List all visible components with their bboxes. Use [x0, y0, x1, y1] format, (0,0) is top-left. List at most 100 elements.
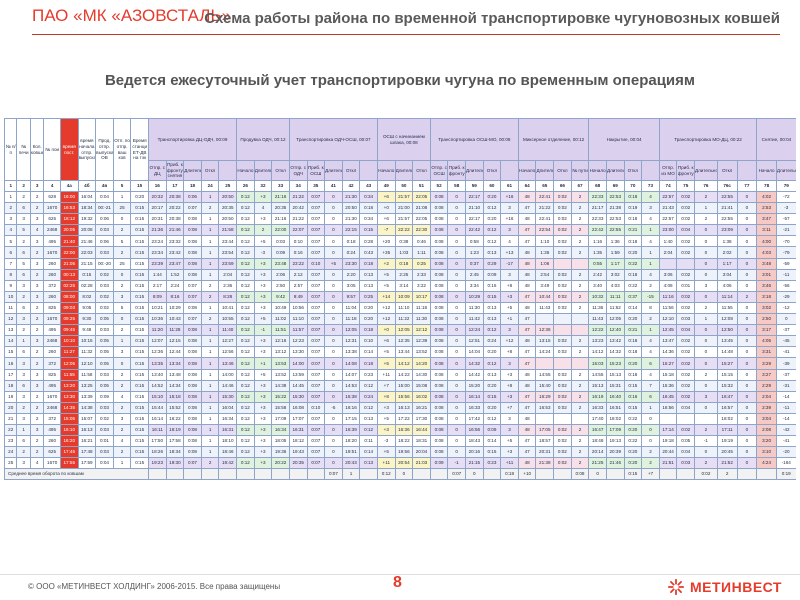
table-cell: 0	[736, 435, 758, 448]
table-cell: 15:56	[394, 390, 414, 403]
table-cell: 2	[570, 202, 590, 215]
table-cell: 0:23	[482, 457, 502, 470]
table-cell: 0:12	[359, 379, 378, 392]
table-cell: 20:31	[148, 213, 167, 226]
table-cell	[535, 357, 555, 370]
table-cell: 15:27	[716, 357, 738, 370]
table-cell: 0:02	[553, 202, 572, 215]
table-cell: 20:44	[658, 446, 678, 459]
table-cell: 0:15	[130, 423, 149, 437]
table-row: 3 3 3 625 18:12 19:32 0:06 0 0:15 20:31 20:38 0:08 1…	[4, 213, 796, 226]
table-cell: 0:08	[429, 301, 449, 315]
column-number: 4б	[77, 180, 97, 192]
table-cell: 0:02	[95, 412, 114, 425]
table-cell: 0:12	[236, 268, 255, 281]
table-cell: 0:02	[676, 423, 696, 437]
table-cell: 0:08	[429, 379, 449, 392]
table-cell: 0:07	[306, 423, 326, 437]
table-cell: 1	[200, 379, 220, 392]
table-cell: 13	[4, 324, 18, 337]
table-cell: 11:30	[465, 301, 484, 315]
table-cell: 0:08	[183, 435, 202, 448]
table-cell: 1:38	[716, 235, 738, 248]
table-cell	[570, 412, 590, 425]
table-cell: 22:07	[288, 224, 308, 237]
table-cell: 0:02	[553, 279, 572, 292]
table-cell: +3	[253, 213, 273, 226]
table-cell: 10:09	[394, 290, 414, 303]
table-row: 2 6 2 1670 16:53 18:34 00:-21 25 0:15 20:17 20:22 0…	[4, 202, 796, 215]
table-cell: 21:22	[288, 190, 308, 204]
table-cell: 13:53	[271, 357, 290, 370]
table-cell: 0:07	[306, 357, 326, 370]
table-cell: 0:15	[130, 335, 149, 348]
table-cell: 2	[570, 335, 590, 348]
table-cell: 16:31	[218, 423, 238, 437]
table-cell: 0	[447, 368, 467, 381]
table-cell: 15:40	[535, 379, 555, 392]
table-cell: 12:51	[465, 335, 484, 348]
table-cell: 0:05	[95, 357, 114, 370]
table-cell: 16:56	[465, 423, 484, 437]
table-cell: 0:18	[623, 235, 643, 248]
table-cell: 10:17	[412, 290, 431, 303]
table-cell: 0:04	[676, 224, 696, 237]
table-cell: 6	[16, 202, 31, 215]
table-cell: 18:05	[271, 435, 290, 448]
table-cell: 2	[570, 457, 590, 470]
table-cell: 0	[324, 246, 343, 259]
table-cell: 14:53	[341, 379, 361, 392]
header-group-0: № п/п	[4, 118, 18, 181]
table-cell: 0:15	[623, 401, 643, 414]
table-cell: 0	[694, 290, 718, 303]
header-sub-15: Откл	[412, 160, 431, 181]
table-cell: 21:30	[341, 190, 361, 204]
table-cell: 14:42	[465, 368, 484, 381]
table-cell: 15:52	[165, 401, 185, 414]
table-cell: +3	[253, 401, 273, 414]
table-cell: 21:58	[218, 224, 238, 237]
table-cell: 19:18	[658, 435, 678, 448]
table-cell: 11:10	[288, 313, 308, 326]
table-cell: 1	[200, 435, 220, 448]
table-row: 15 6 2 260 11:27 11:32 0:05 3 0:15 12:36 12:44 0:08…	[4, 346, 796, 359]
table-cell: 11:36	[588, 301, 607, 315]
table-cell: 16:33	[588, 401, 607, 414]
table-cell: 5	[112, 235, 132, 248]
table-cell: 3:04	[716, 268, 738, 281]
table-cell: 2:54	[535, 268, 555, 281]
table-cell: 21:16	[271, 213, 290, 226]
table-cell: 2	[29, 313, 45, 326]
header-group-8: Время станци ЕТ-ДВ на тэк	[130, 118, 149, 181]
total-cell: 0:19	[775, 468, 796, 481]
table-cell: 11:04	[341, 301, 361, 315]
table-cell: 0:01	[95, 435, 114, 448]
table-cell: +3	[253, 379, 273, 392]
table-cell: 1:36	[605, 235, 625, 248]
total-cell: 0:02	[694, 468, 718, 481]
table-cell: 0:08	[183, 268, 202, 281]
table-cell: 3:27	[756, 368, 777, 381]
header-sub-28	[641, 160, 660, 181]
column-number: 52	[429, 180, 449, 192]
table-cell: 9:49	[288, 290, 308, 303]
table-cell: 0:18	[623, 190, 643, 204]
table-cell: 12:22	[588, 324, 607, 337]
table-cell: 22:53	[605, 213, 625, 226]
table-cell: 4	[112, 435, 132, 448]
table-cell: 11	[4, 301, 18, 315]
total-cell: 1	[341, 468, 361, 481]
column-number: 33	[271, 180, 290, 192]
table-cell: 21:22	[535, 202, 555, 215]
table-cell: 22:30	[412, 224, 431, 237]
table-cell: +3	[253, 268, 273, 281]
table-cell: 1:11	[412, 246, 431, 259]
table-cell: 21:08	[412, 202, 431, 215]
table-cell: 21:36	[148, 224, 167, 237]
table-cell: 00:13	[59, 268, 79, 281]
table-cell: 2:53	[756, 202, 777, 215]
table-cell: 0:09	[482, 423, 502, 437]
table-cell: 1	[200, 324, 220, 337]
table-row: 9 3 3 372 02:25 02:28 0:03 2 0:15 2:17 2:24 0:07 2 2:…	[4, 279, 796, 292]
column-number: 4а	[59, 180, 79, 192]
